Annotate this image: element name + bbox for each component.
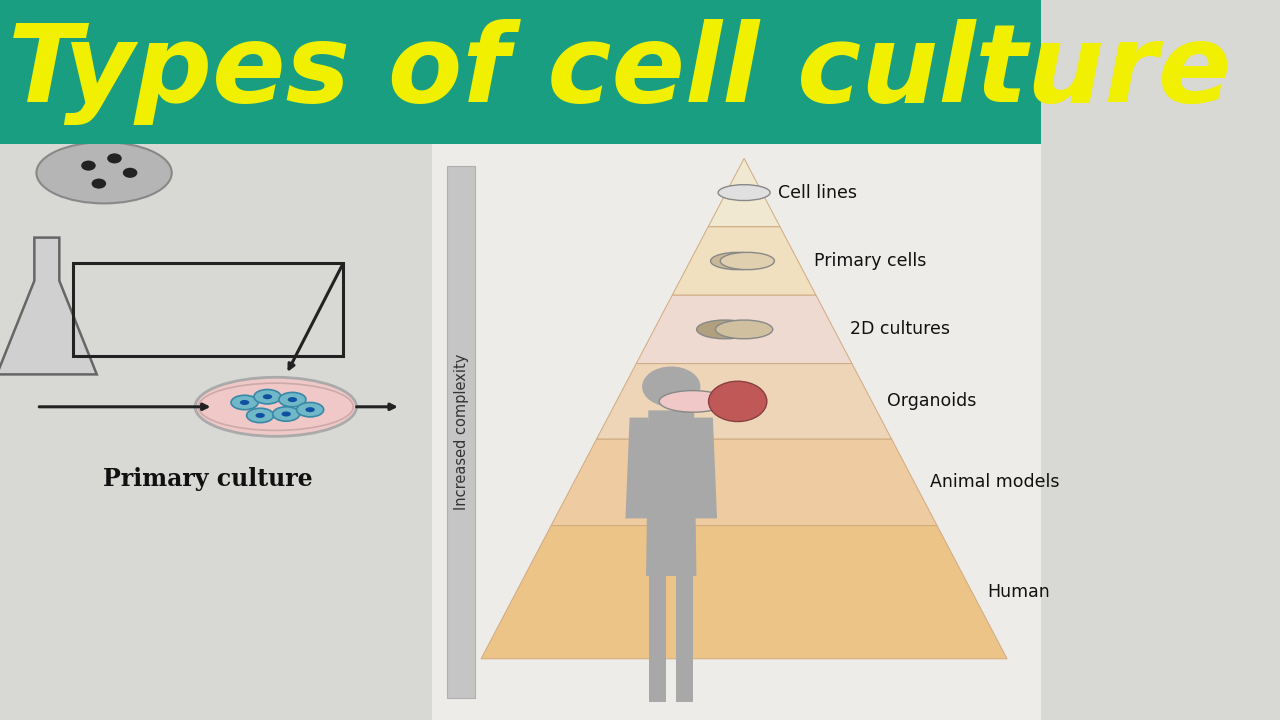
Ellipse shape — [718, 185, 771, 200]
Ellipse shape — [230, 395, 259, 410]
Polygon shape — [596, 364, 892, 439]
Text: Types of cell culture: Types of cell culture — [9, 19, 1231, 125]
Ellipse shape — [262, 395, 273, 399]
Polygon shape — [646, 410, 696, 576]
Ellipse shape — [306, 408, 315, 412]
FancyBboxPatch shape — [0, 144, 431, 720]
Polygon shape — [672, 227, 815, 295]
Circle shape — [108, 153, 122, 163]
Ellipse shape — [288, 397, 297, 402]
Text: Primary cells: Primary cells — [814, 252, 925, 270]
Polygon shape — [676, 576, 692, 702]
Ellipse shape — [279, 392, 306, 407]
Ellipse shape — [273, 407, 300, 421]
Text: Cell lines: Cell lines — [778, 184, 856, 202]
Text: 2D cultures: 2D cultures — [850, 320, 950, 338]
Ellipse shape — [253, 390, 282, 404]
Polygon shape — [552, 439, 937, 526]
Text: Human: Human — [988, 583, 1051, 601]
Circle shape — [123, 168, 137, 178]
Polygon shape — [0, 238, 97, 374]
Ellipse shape — [721, 253, 774, 269]
Circle shape — [92, 179, 106, 189]
Ellipse shape — [716, 320, 773, 338]
Ellipse shape — [282, 412, 291, 416]
FancyBboxPatch shape — [448, 166, 475, 698]
Polygon shape — [626, 418, 653, 518]
Text: Increased complexity: Increased complexity — [453, 354, 468, 510]
Ellipse shape — [696, 320, 754, 338]
Ellipse shape — [195, 377, 356, 436]
FancyBboxPatch shape — [431, 144, 1041, 720]
Polygon shape — [649, 576, 666, 702]
Ellipse shape — [247, 408, 274, 423]
Circle shape — [709, 382, 767, 421]
Text: Organoids: Organoids — [887, 392, 977, 410]
Polygon shape — [481, 526, 1007, 659]
Circle shape — [81, 161, 96, 171]
Text: Primary culture: Primary culture — [104, 467, 312, 491]
Ellipse shape — [710, 253, 764, 269]
Ellipse shape — [256, 413, 265, 418]
FancyBboxPatch shape — [0, 0, 1041, 144]
Ellipse shape — [239, 400, 250, 405]
Ellipse shape — [36, 143, 172, 204]
Ellipse shape — [659, 390, 727, 412]
Polygon shape — [708, 158, 780, 227]
Ellipse shape — [297, 402, 324, 417]
Polygon shape — [690, 418, 717, 518]
Circle shape — [643, 366, 700, 407]
Text: Animal models: Animal models — [931, 474, 1060, 491]
Polygon shape — [636, 295, 852, 364]
